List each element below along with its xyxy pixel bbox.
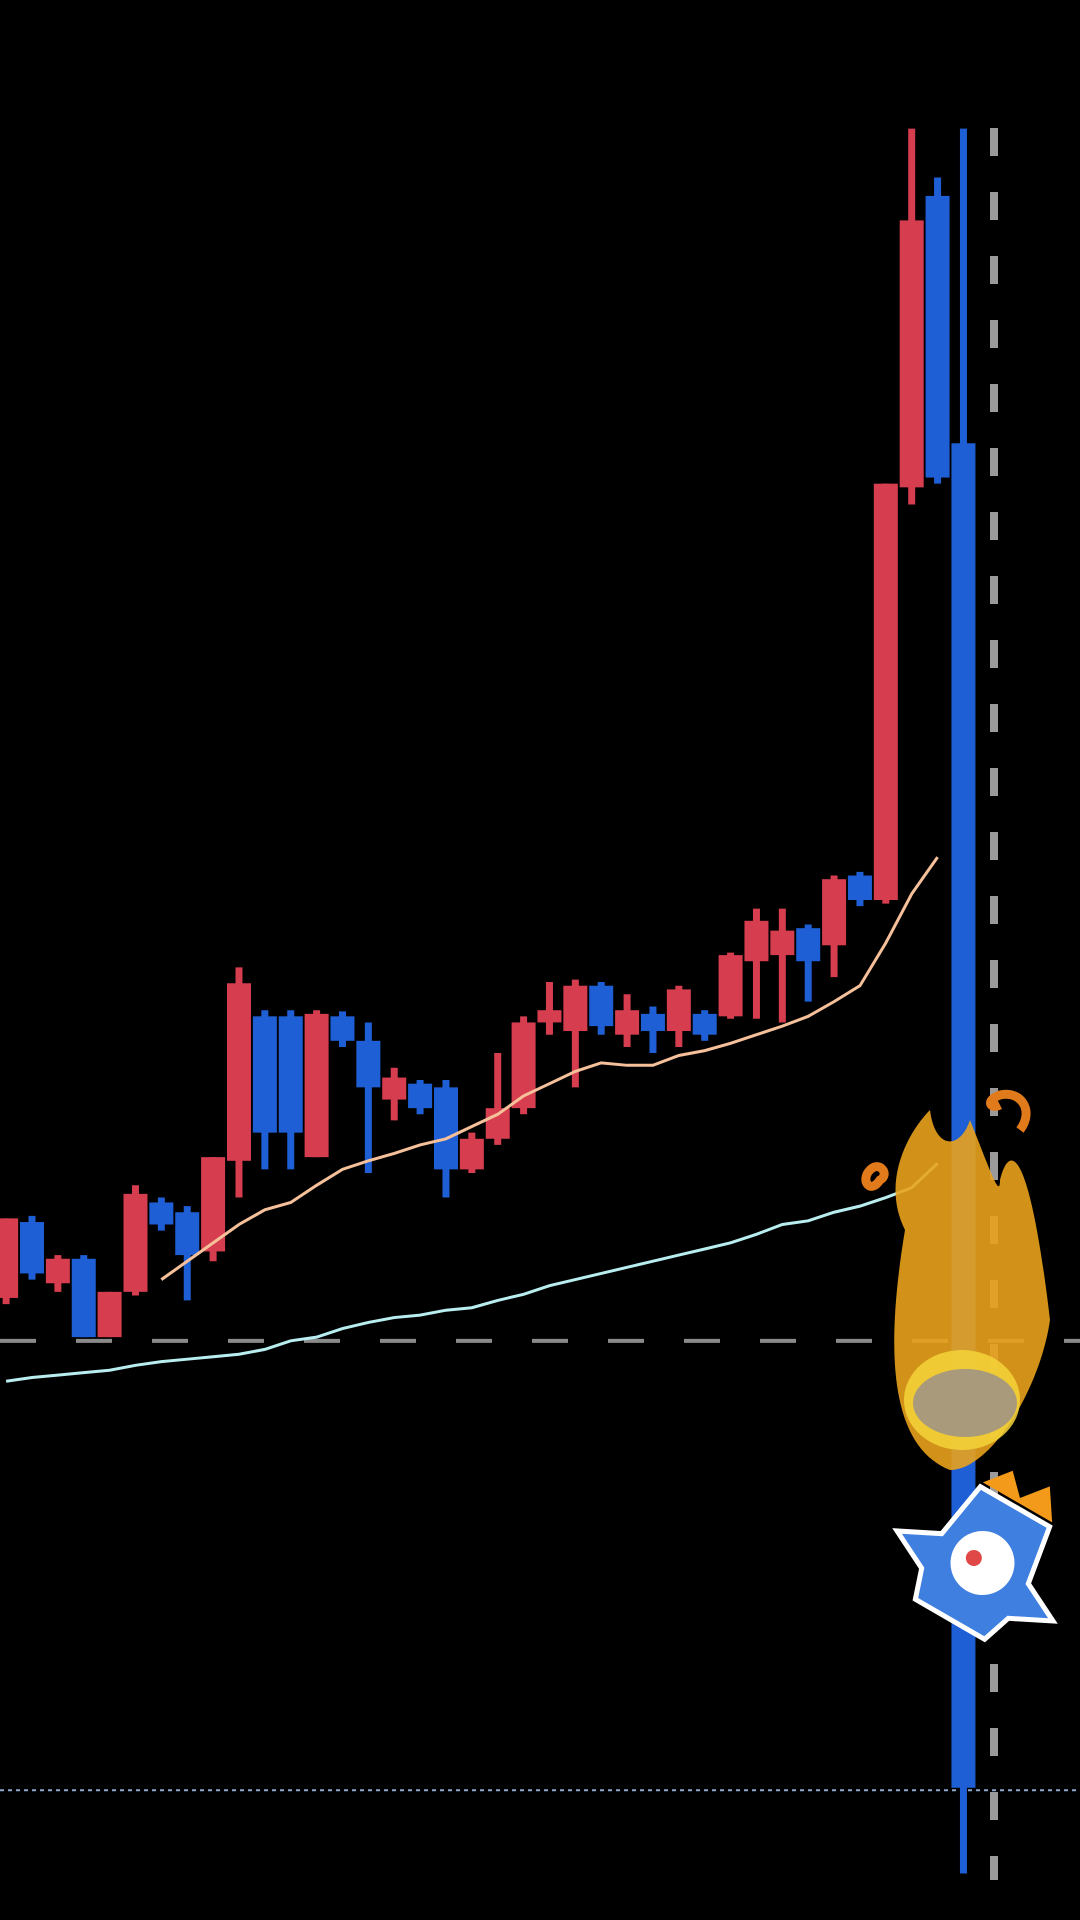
candle-body [744,920,769,962]
candle-body [123,1193,148,1292]
candle-body [899,220,924,488]
candle-body [226,983,251,1161]
candle-body [278,1016,303,1133]
rock [913,1369,1017,1437]
candle-body [692,1013,717,1035]
candle-body [71,1258,96,1338]
candle-body [97,1291,122,1338]
moving-average-line [160,856,939,1281]
candle-body [382,1077,407,1100]
candle-body [822,879,847,946]
candle-body [640,1013,665,1032]
candle-body [925,195,950,478]
candle-body [615,1010,640,1035]
candle-body [433,1087,458,1170]
candle-body [511,1022,536,1109]
candle-body [408,1083,433,1109]
candle-body [0,1218,19,1298]
candle-body [356,1040,381,1088]
candle-body [45,1258,70,1284]
candle-body [589,985,614,1027]
candle-body [666,989,691,1032]
candle-body [873,483,898,900]
ship-thrust [982,1470,1053,1523]
candle-body [459,1138,484,1170]
candle-body [537,1010,562,1023]
sparks [861,1089,1031,1191]
candle-body [175,1212,200,1256]
candle-body [770,930,795,956]
candle-body [19,1222,44,1274]
candle-body [563,985,588,1032]
ship [892,1470,1058,1643]
ship-pilot [965,1549,982,1566]
candle-body [330,1016,355,1041]
candle-body [149,1202,174,1225]
candle-body [718,955,743,1017]
moving-average-line [5,1162,939,1383]
candle-body [847,875,872,900]
meteor [861,1089,1050,1470]
candle-body [304,1013,329,1158]
ship-cockpit [950,1530,1015,1595]
candle-body [252,1016,277,1133]
candle-body [796,928,821,962]
